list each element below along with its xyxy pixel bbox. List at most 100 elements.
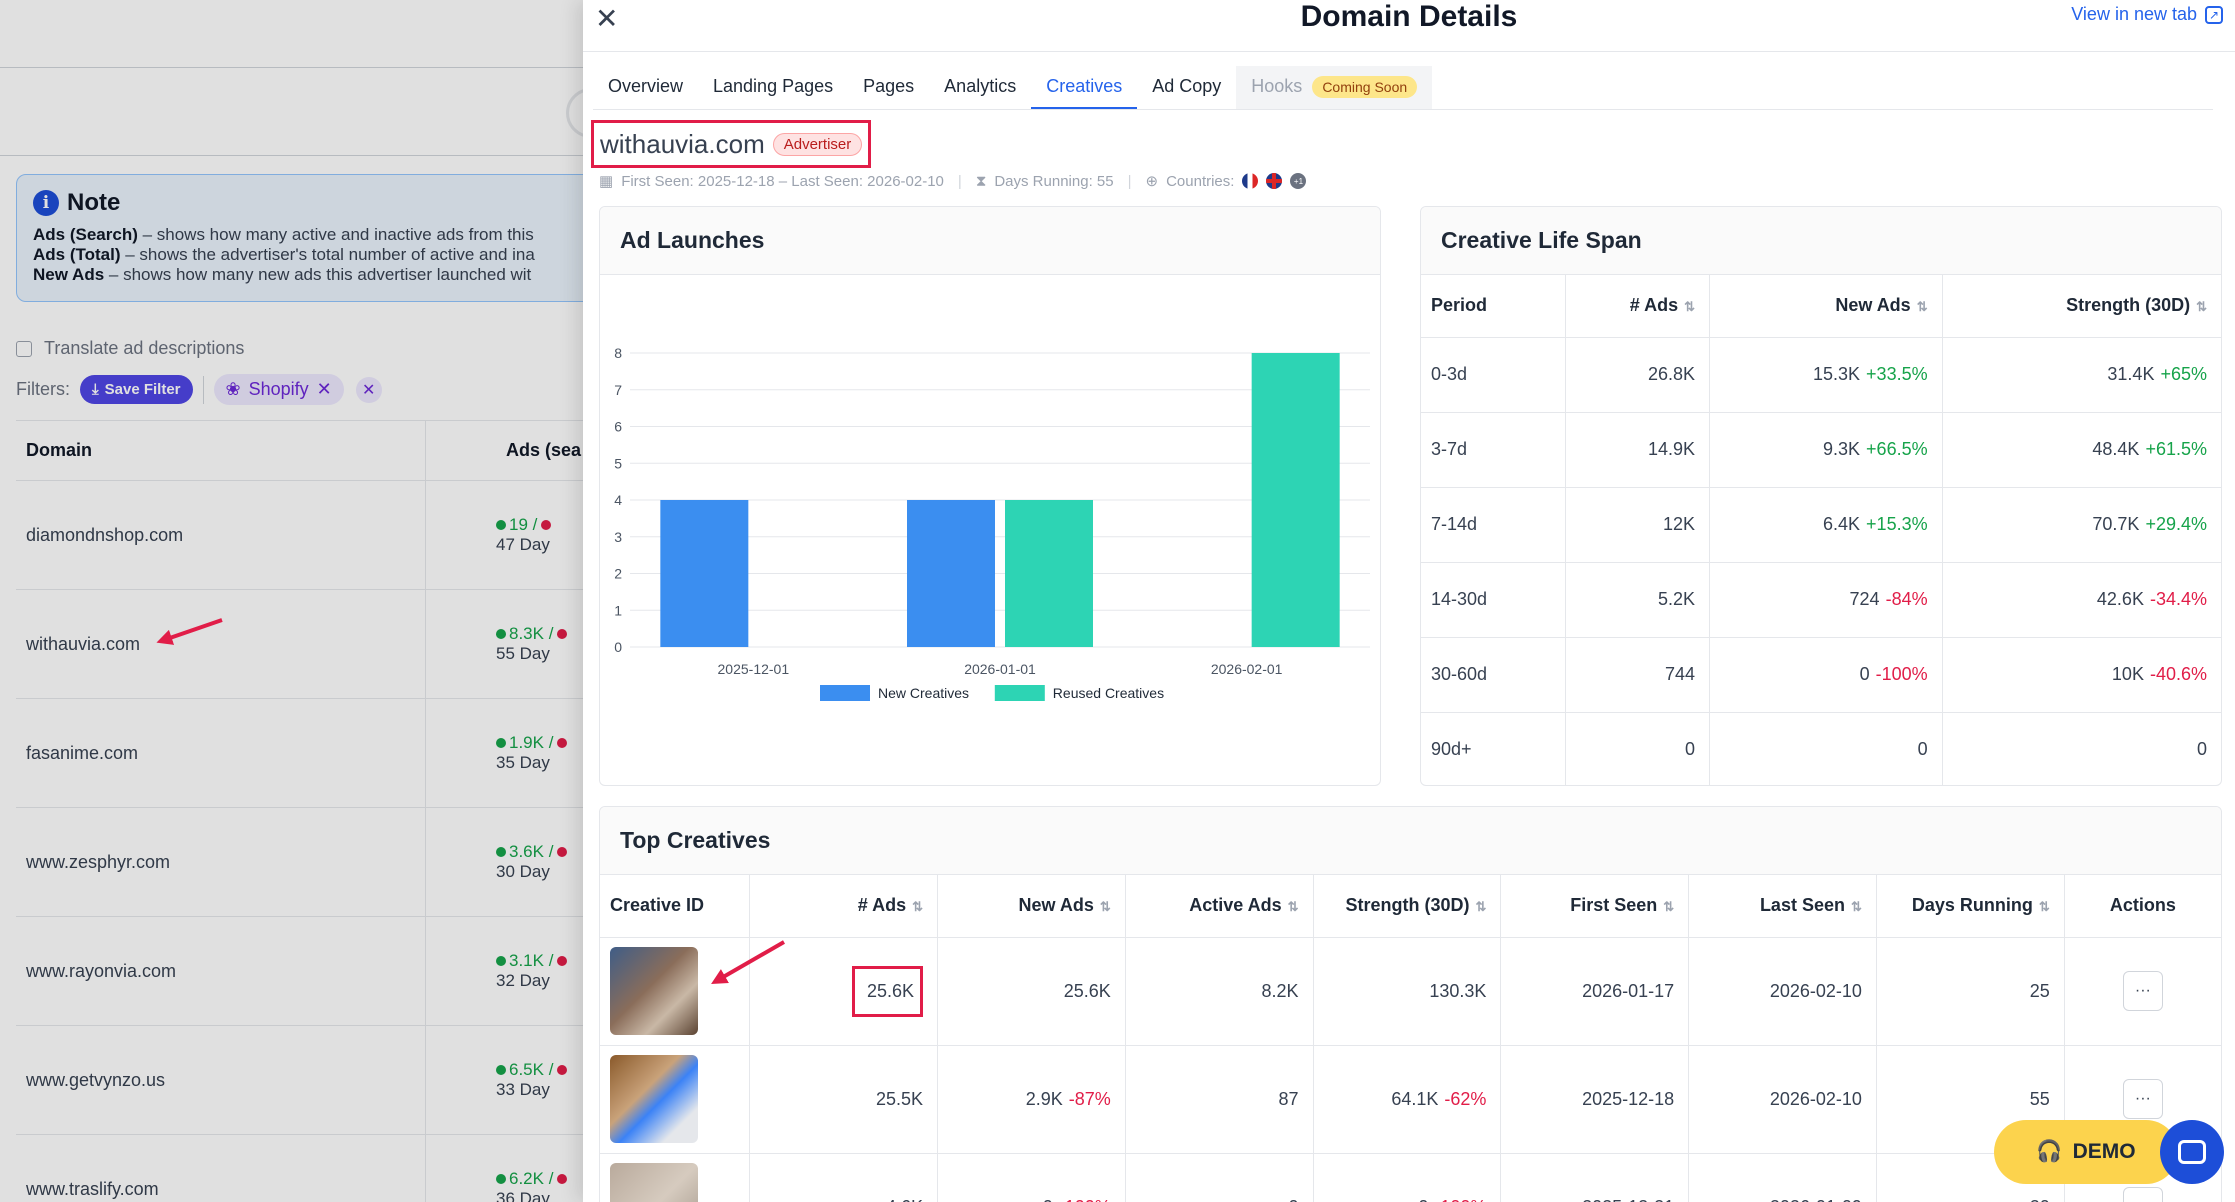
- column-header-ads[interactable]: # Ads ⇅: [1565, 275, 1711, 338]
- sort-icon[interactable]: ⇅: [1663, 899, 1675, 915]
- bar-reused-creatives[interactable]: [1005, 500, 1093, 647]
- column-header-days-running[interactable]: Days Running ⇅: [1876, 875, 2065, 938]
- legend-swatch[interactable]: [994, 685, 1045, 701]
- sort-icon[interactable]: ⇅: [1287, 899, 1299, 915]
- chat-icon: [2178, 1140, 2206, 1164]
- sort-icon[interactable]: ⇅: [1475, 899, 1487, 915]
- table-row[interactable]: www.traslify.com 6.2K /36 Day: [16, 1135, 616, 1202]
- column-header-creative-id[interactable]: Creative ID: [600, 875, 751, 938]
- creative-thumbnail[interactable]: [610, 1163, 698, 1202]
- note-heading: i Note: [33, 189, 599, 217]
- shopify-icon: ❀: [225, 379, 241, 399]
- sort-icon[interactable]: ⇅: [1099, 899, 1111, 915]
- bar-reused-creatives[interactable]: [1251, 353, 1340, 647]
- ads-cell: 19 /47 Day: [426, 515, 554, 555]
- table-row[interactable]: 25.6K 25.6K 8.2K 130.3K 2026-01-17 2026-02-10…: [600, 937, 2221, 1046]
- table-row[interactable]: fasanime.com 1.9K /35 Day: [16, 699, 616, 808]
- legend-swatch[interactable]: [820, 685, 870, 701]
- sort-icon[interactable]: ⇅: [2038, 899, 2050, 915]
- strength-value: 10K: [2111, 664, 2144, 684]
- column-header-domain[interactable]: Domain: [16, 421, 426, 480]
- filter-chip-shopify[interactable]: ❀ Shopify ✕: [213, 374, 344, 405]
- tab-pages[interactable]: Pages: [863, 76, 915, 96]
- days-value: 33 Day: [496, 1080, 550, 1099]
- hourglass-icon: ⧗: [975, 172, 987, 190]
- column-header-active-ads[interactable]: Active Ads ⇅: [1125, 875, 1314, 938]
- advertiser-domain: withauvia.com: [600, 128, 765, 159]
- domain-cell[interactable]: www.traslify.com: [16, 1135, 426, 1202]
- background-toolbar: [0, 68, 600, 156]
- legend-label[interactable]: Reused Creatives: [1053, 685, 1164, 701]
- translate-toggle[interactable]: Translate ad descriptions: [16, 338, 244, 359]
- close-icon[interactable]: ✕: [595, 3, 619, 34]
- sort-icon[interactable]: ⇅: [2196, 299, 2207, 315]
- sort-icon[interactable]: ⇅: [1684, 299, 1696, 315]
- change-value: -100%: [1434, 1197, 1486, 1202]
- column-header-strength[interactable]: Strength (30D) ⇅: [1313, 875, 1502, 938]
- tab-ad-copy[interactable]: Ad Copy: [1152, 76, 1222, 96]
- creative-thumbnail[interactable]: [610, 1055, 698, 1143]
- domain-cell[interactable]: withauvia.com: [16, 590, 426, 698]
- clear-filters-button[interactable]: ✕: [355, 376, 382, 403]
- lifespan-table-body: 0-3d 26.8K 15.3K +33.5% 31.4K +65% 3-7d 14.9K 9.…: [1421, 337, 2221, 785]
- remove-chip-icon[interactable]: ✕: [316, 379, 332, 399]
- more-countries-badge[interactable]: +1: [1290, 173, 1307, 189]
- days-value: 55 Day: [496, 644, 550, 663]
- table-row[interactable]: www.getvynzo.us 6.5K /33 Day: [16, 1026, 616, 1135]
- translate-checkbox[interactable]: [16, 340, 32, 357]
- x-tick-label: 2025-12-01: [718, 661, 790, 677]
- column-header-actions[interactable]: Actions: [2064, 875, 2221, 938]
- note-line: Ads (Total) – shows the advertiser's tot…: [33, 245, 599, 265]
- demo-button[interactable]: 🎧 DEMO: [1994, 1120, 2178, 1184]
- column-header-strength[interactable]: Strength (30D) ⇅: [1942, 275, 2221, 338]
- legend-label[interactable]: New Creatives: [878, 685, 969, 701]
- more-actions-button[interactable]: ···: [2122, 1187, 2163, 1202]
- tab-analytics[interactable]: Analytics: [944, 76, 1017, 96]
- table-row[interactable]: diamondnshop.com 19 /47 Day: [16, 481, 616, 590]
- table-row[interactable]: 25.5K 2.9K -87% 87 64.1K -62% 2025-12-18 2026-0…: [600, 1045, 2221, 1154]
- active-ads-cell: 8.2K: [1125, 937, 1314, 1046]
- column-header-new-ads[interactable]: New Ads ⇅: [937, 875, 1126, 938]
- column-header-ads[interactable]: # Ads ⇅: [749, 875, 939, 938]
- period-cell: 90d+: [1421, 712, 1567, 785]
- note-term: Ads (Search): [33, 225, 138, 244]
- active-dot-icon: [496, 847, 506, 857]
- sort-icon[interactable]: ⇅: [1916, 299, 1928, 315]
- column-header-ads[interactable]: Ads (sea: [506, 440, 582, 460]
- sort-icon[interactable]: ⇅: [912, 899, 924, 915]
- domain-cell[interactable]: fasanime.com: [16, 699, 426, 807]
- column-header-new-ads[interactable]: New Ads ⇅: [1709, 275, 1943, 338]
- domain-cell[interactable]: diamondnshop.com: [16, 481, 426, 589]
- days-value: 32 Day: [496, 971, 550, 990]
- domain-cell[interactable]: www.getvynzo.us: [16, 1026, 426, 1134]
- more-actions-button[interactable]: ···: [2122, 971, 2163, 1011]
- strength-cell: 42.6K -34.4%: [1942, 562, 2221, 638]
- sort-icon[interactable]: ⇅: [1850, 899, 1862, 915]
- table-row[interactable]: 4.6K0-100%00-100%2025-12-212026-01-0920·…: [600, 1153, 2221, 1202]
- tab-overview[interactable]: Overview: [608, 76, 684, 96]
- tab-creatives[interactable]: Creatives: [1031, 66, 1138, 109]
- chat-launcher-button[interactable]: [2160, 1120, 2224, 1184]
- column-header-last-seen[interactable]: Last Seen ⇅: [1688, 875, 1877, 938]
- top-creatives-table: Creative ID # Ads ⇅ New Ads ⇅ Active Ads ⇅ Stre…: [600, 875, 2221, 1202]
- column-header-first-seen[interactable]: First Seen ⇅: [1500, 875, 1690, 938]
- domain-cell[interactable]: www.zesphyr.com: [16, 808, 426, 916]
- modal-backdrop[interactable]: [0, 0, 600, 1202]
- table-row[interactable]: www.rayonvia.com 3.1K /32 Day: [16, 917, 616, 1026]
- table-row[interactable]: www.zesphyr.com 3.6K /30 Day: [16, 808, 616, 917]
- more-actions-button[interactable]: ···: [2122, 1079, 2163, 1119]
- header-label: Active Ads: [1189, 895, 1282, 916]
- column-header-period[interactable]: Period: [1421, 275, 1567, 338]
- first-seen-cell: 2025-12-21: [1500, 1153, 1690, 1202]
- tab-landing-pages[interactable]: Landing Pages: [713, 76, 834, 96]
- table-row[interactable]: withauvia.com 8.3K /55 Day: [16, 590, 616, 699]
- creative-thumbnail[interactable]: [610, 947, 698, 1035]
- y-tick-label: 5: [614, 455, 622, 471]
- bar-new-creatives[interactable]: [907, 500, 995, 647]
- header-label: Strength (30D): [2066, 295, 2191, 316]
- bar-new-creatives[interactable]: [660, 500, 749, 647]
- view-new-tab-link[interactable]: View in new tab ↗: [2071, 4, 2223, 25]
- domain-cell[interactable]: www.rayonvia.com: [16, 917, 426, 1025]
- ads-value: 1.9K /: [509, 733, 554, 752]
- save-filter-button[interactable]: ⤓ Save Filter: [80, 375, 193, 404]
